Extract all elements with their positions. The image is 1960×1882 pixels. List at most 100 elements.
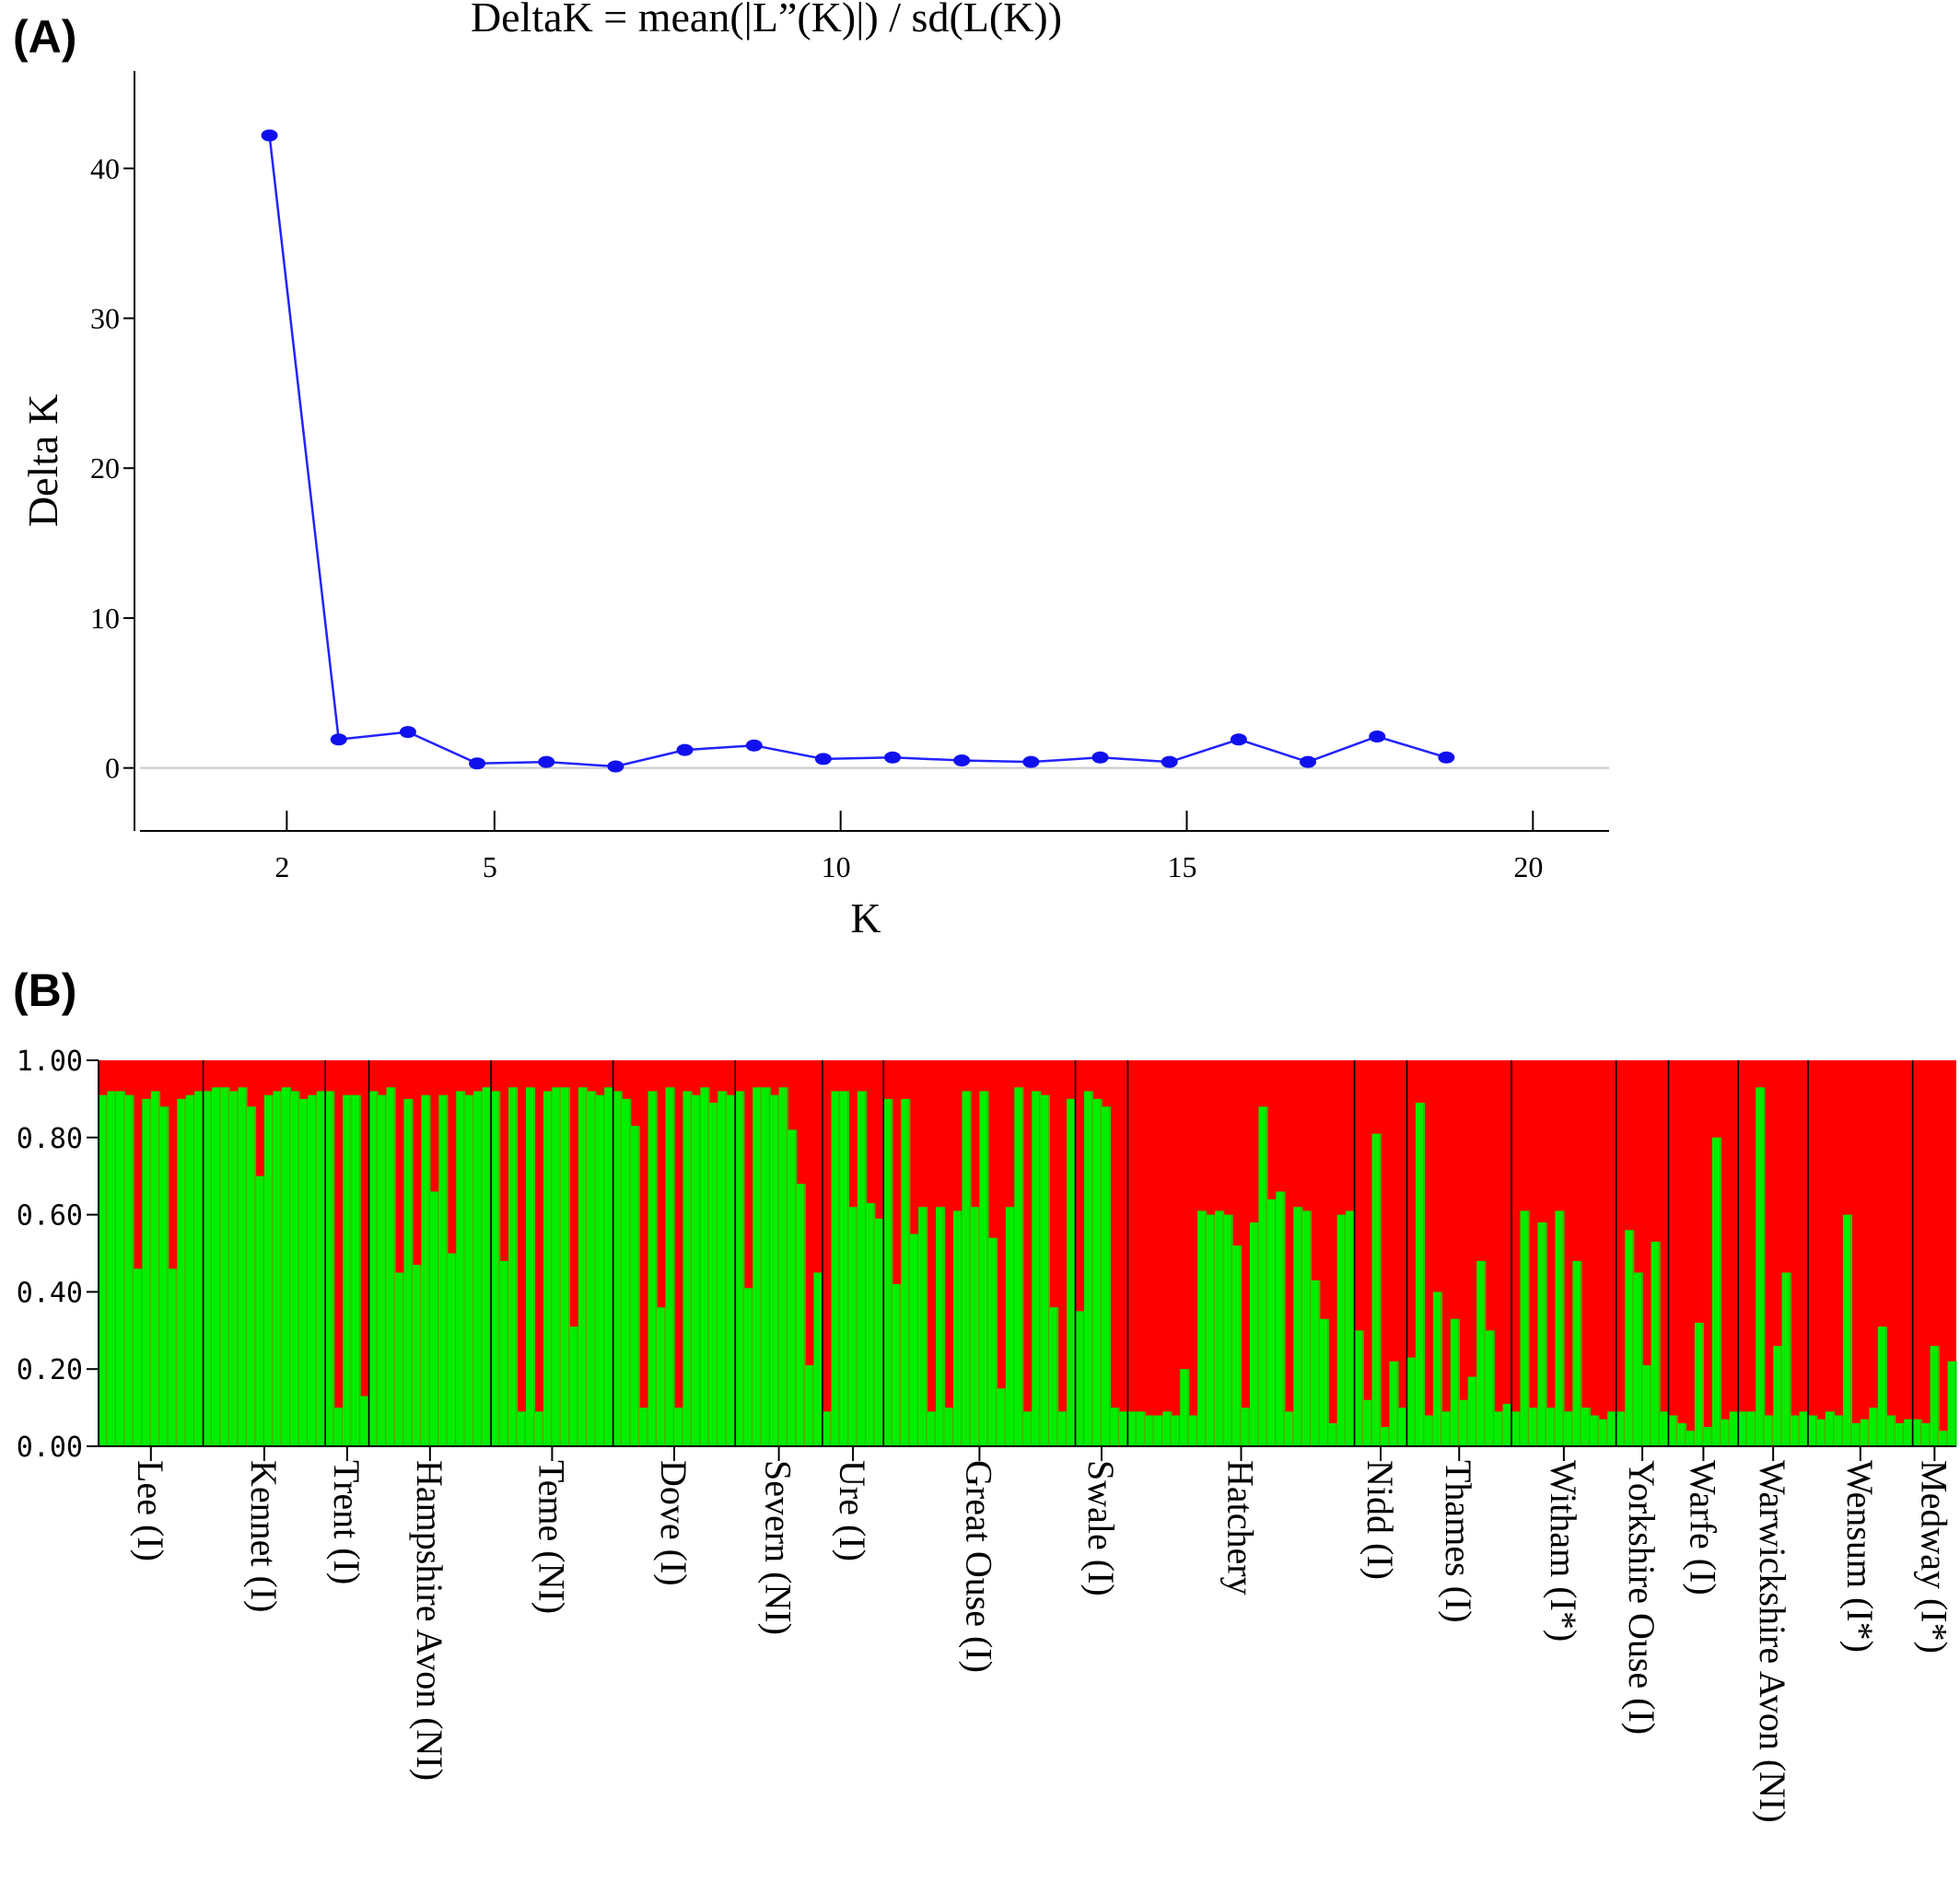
green-segment	[1415, 1103, 1425, 1446]
bar-edge	[1030, 1411, 1032, 1446]
bar-edge	[768, 1087, 771, 1446]
green-segment	[1746, 1411, 1756, 1446]
bar-edge	[1266, 1106, 1267, 1446]
bar-edge	[481, 1091, 483, 1446]
green-segment	[1651, 1241, 1661, 1446]
green-segment	[1930, 1346, 1940, 1446]
green-segment	[1590, 1415, 1600, 1446]
bar-edge	[210, 1091, 213, 1446]
bar-edge	[1754, 1411, 1756, 1446]
bar-edge	[332, 1091, 334, 1446]
bar-edge	[830, 1411, 832, 1446]
green-segment	[1346, 1210, 1356, 1446]
bar-edge	[1859, 1422, 1861, 1446]
population-label: Severn (NI)	[758, 1460, 799, 1635]
green-segment	[1371, 1133, 1382, 1446]
green-segment	[848, 1207, 858, 1446]
bar-edge	[1004, 1388, 1006, 1446]
bar-edge	[245, 1087, 247, 1446]
green-segment	[1319, 1318, 1329, 1446]
bar-edge	[916, 1233, 919, 1446]
green-segment	[185, 1094, 195, 1446]
green-segment	[1301, 1210, 1312, 1446]
bar-edge	[1396, 1361, 1398, 1446]
bar-edge	[123, 1091, 125, 1446]
bar-edge	[1414, 1357, 1416, 1446]
bar-edge	[899, 1284, 902, 1446]
bar-edge	[629, 1098, 631, 1446]
stacked-bars	[99, 1060, 1957, 1446]
bar-edge	[1745, 1411, 1747, 1446]
green-segment	[953, 1210, 963, 1446]
bar-edge	[812, 1365, 814, 1446]
green-segment	[1406, 1357, 1417, 1446]
green-segment	[194, 1091, 204, 1446]
green-segment	[691, 1094, 701, 1446]
green-segment	[1389, 1361, 1399, 1446]
green-segment	[273, 1091, 283, 1446]
green-segment	[831, 1091, 841, 1446]
bar-edge	[402, 1272, 404, 1446]
green-segment	[229, 1091, 239, 1446]
data-point	[330, 733, 347, 746]
bar-edge	[996, 1237, 998, 1446]
green-segment	[1598, 1419, 1608, 1446]
population-label: Medway (I*)	[1913, 1460, 1954, 1654]
green-segment	[1014, 1087, 1024, 1446]
bar-edge	[254, 1106, 256, 1446]
green-segment	[298, 1098, 309, 1446]
bar-edge	[1109, 1106, 1111, 1446]
green-segment	[1284, 1411, 1294, 1446]
green-segment	[1188, 1415, 1198, 1446]
bar-edge	[1326, 1318, 1329, 1446]
bar-edge	[1047, 1094, 1050, 1446]
green-segment	[1528, 1408, 1539, 1446]
population-label: Kennet (I)	[243, 1460, 285, 1612]
green-segment	[1084, 1091, 1094, 1446]
x-tick-label: 10	[822, 850, 851, 883]
green-segment	[552, 1087, 562, 1446]
green-segment	[308, 1094, 318, 1446]
green-segment	[700, 1087, 710, 1446]
bar-edge	[699, 1094, 701, 1446]
green-segment	[1022, 1411, 1032, 1446]
bar-edge	[1833, 1411, 1835, 1446]
green-segment	[150, 1091, 160, 1446]
green-segment	[936, 1207, 946, 1446]
green-segment	[866, 1203, 876, 1446]
bar-edge	[873, 1203, 875, 1446]
bar-edge	[1919, 1419, 1922, 1446]
bar-edge	[472, 1094, 474, 1446]
population-label: Swale (I)	[1080, 1460, 1122, 1596]
green-segment	[464, 1094, 474, 1446]
bar-edge	[1771, 1415, 1774, 1446]
bar-edge	[1240, 1245, 1242, 1446]
green-segment	[1676, 1422, 1687, 1446]
green-segment	[595, 1094, 605, 1446]
green-segment	[987, 1237, 998, 1446]
green-segment	[1057, 1411, 1068, 1446]
green-segment	[220, 1087, 230, 1446]
bar-edge	[786, 1087, 788, 1446]
bar-edge	[1815, 1415, 1817, 1446]
bar-edge	[1257, 1222, 1259, 1446]
x-axis	[99, 1445, 1956, 1461]
population-label: Dove (I)	[653, 1460, 694, 1586]
population-label: Yorkshire Ouse (I)	[1621, 1460, 1662, 1735]
green-segment	[1067, 1098, 1077, 1446]
green-segment	[578, 1087, 588, 1446]
y-tick-label: 10	[90, 602, 120, 635]
bar-edge	[1894, 1415, 1896, 1446]
bar-edge	[315, 1094, 317, 1446]
green-segment	[708, 1103, 718, 1446]
bar-edge	[1841, 1415, 1843, 1446]
green-segment	[979, 1091, 989, 1446]
bar-edge	[1117, 1408, 1119, 1446]
bar-edge	[1868, 1419, 1870, 1446]
bar-edge	[951, 1408, 954, 1446]
green-segment	[1258, 1106, 1268, 1446]
x-tick-label: 2	[274, 850, 289, 883]
green-segment	[1049, 1307, 1059, 1446]
green-segment	[1607, 1411, 1617, 1446]
green-segment	[343, 1094, 353, 1446]
